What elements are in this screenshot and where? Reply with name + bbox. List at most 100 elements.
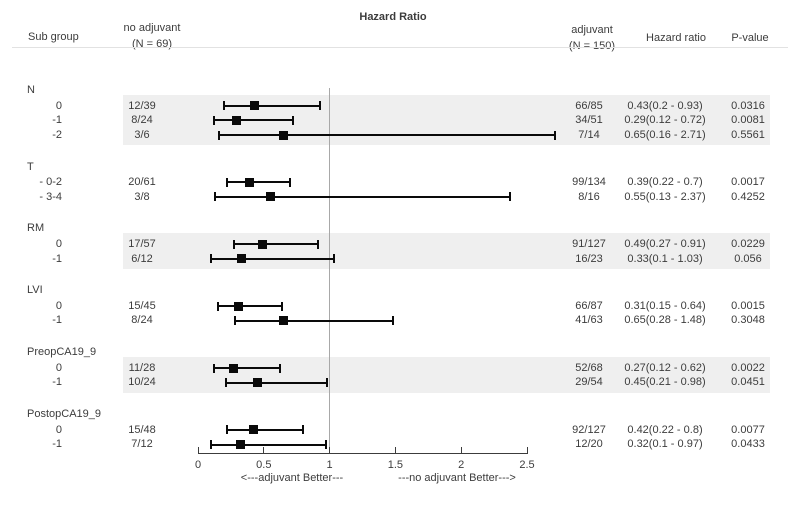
ci-cap-high bbox=[332, 254, 335, 264]
x-axis-line bbox=[197, 453, 528, 454]
ci-cap-high bbox=[319, 101, 322, 111]
group-label: N bbox=[27, 84, 35, 96]
subgroup-label: -1 bbox=[52, 252, 62, 265]
ci-cap-high bbox=[324, 440, 327, 449]
ci-cap-low bbox=[214, 192, 217, 202]
ci-cap-high bbox=[302, 425, 305, 435]
x-axis-tick-label: 1 bbox=[326, 459, 333, 471]
ci-cap-high bbox=[281, 301, 284, 311]
x-axis-tick bbox=[263, 447, 265, 453]
adjuvant-count: 52/68 bbox=[575, 361, 603, 374]
ci-cap-low bbox=[223, 101, 226, 111]
no-adjuvant-count: 11/28 bbox=[128, 361, 156, 374]
subgroup-label: -1 bbox=[52, 438, 62, 451]
group-shaded-band bbox=[123, 232, 770, 270]
chart-title: Hazard Ratio bbox=[359, 11, 427, 23]
ci-cap-high bbox=[508, 192, 511, 202]
hr-marker bbox=[248, 425, 258, 435]
ci-cap-low bbox=[218, 130, 221, 140]
adjuvant-count: 41/63 bbox=[575, 314, 603, 327]
ci-cap-high bbox=[391, 316, 394, 326]
hazard-ratio-text: 0.33(0.1 - 1.03) bbox=[627, 252, 703, 265]
hazard-ratio-text: 0.65(0.28 - 1.48) bbox=[624, 314, 706, 327]
no-adjuvant-count: 6/12 bbox=[131, 252, 153, 265]
no-adjuvant-count: 20/61 bbox=[128, 176, 156, 188]
adjuvant-count: 34/51 bbox=[575, 114, 603, 127]
p-value-text: 0.4252 bbox=[731, 190, 765, 203]
group-shaded-band bbox=[123, 356, 770, 393]
axis-direction-label-right: ---no adjuvant Better---> bbox=[398, 472, 516, 484]
p-value-text: 0.0015 bbox=[731, 299, 765, 312]
subgroup-label: -1 bbox=[52, 314, 62, 327]
axis-direction-label-left: <---adjuvant Better--- bbox=[240, 472, 344, 484]
ci-line bbox=[211, 443, 326, 446]
ci-line bbox=[213, 367, 280, 369]
ci-cap-low bbox=[210, 254, 213, 264]
x-axis-tick bbox=[526, 447, 528, 453]
p-value-text: 0.3048 bbox=[731, 314, 765, 327]
adjuvant-count: 16/23 bbox=[575, 252, 603, 265]
ci-line bbox=[225, 381, 327, 384]
ci-cap-low bbox=[224, 378, 227, 388]
ci-cap-low bbox=[232, 239, 235, 249]
hr-marker bbox=[279, 316, 289, 326]
p-value-text: 0.056 bbox=[734, 252, 762, 265]
hazard-ratio-text: 0.65(0.16 - 2.71) bbox=[624, 128, 706, 141]
adjuvant-count: 7/14 bbox=[578, 128, 600, 141]
hr-marker bbox=[244, 177, 254, 187]
ci-cap-low bbox=[212, 363, 215, 373]
x-axis-tick bbox=[329, 447, 331, 453]
group-label: RM bbox=[27, 222, 45, 235]
p-value-text: 0.0017 bbox=[731, 176, 765, 188]
subgroup-label: 0 bbox=[55, 299, 62, 312]
x-axis-tick-label: 0 bbox=[194, 459, 202, 471]
hazard-ratio-text: 0.31(0.15 - 0.64) bbox=[624, 299, 706, 312]
column-header-adjuvant-n: (N = 150) bbox=[568, 40, 616, 52]
ci-cap-high bbox=[289, 177, 292, 187]
subgroup-label: 0 bbox=[55, 361, 62, 374]
x-axis-tick-label: 2.5 bbox=[519, 459, 535, 471]
no-adjuvant-count: 17/57 bbox=[128, 237, 156, 250]
ci-line bbox=[215, 195, 510, 198]
no-adjuvant-count: 12/39 bbox=[128, 99, 156, 112]
ci-line bbox=[226, 428, 304, 431]
adjuvant-count: 8/16 bbox=[578, 190, 600, 203]
no-adjuvant-count: 3/8 bbox=[134, 190, 150, 203]
no-adjuvant-count: 15/45 bbox=[128, 299, 156, 312]
group-label: T bbox=[27, 160, 34, 173]
adjuvant-count: 99/134 bbox=[572, 176, 606, 188]
p-value-text: 0.0077 bbox=[731, 423, 765, 436]
hazard-ratio-text: 0.27(0.12 - 0.62) bbox=[624, 361, 706, 374]
ci-cap-high bbox=[553, 130, 556, 140]
hr-marker bbox=[235, 440, 245, 449]
hazard-ratio-text: 0.55(0.13 - 2.37) bbox=[624, 190, 706, 203]
hazard-ratio-text: 0.32(0.1 - 0.97) bbox=[627, 438, 703, 451]
group-label: LVI bbox=[27, 284, 43, 297]
ci-cap-low bbox=[225, 425, 228, 435]
p-value-text: 0.0081 bbox=[731, 114, 765, 127]
hazard-ratio-text: 0.42(0.22 - 0.8) bbox=[627, 423, 703, 436]
ci-cap-high bbox=[291, 115, 294, 125]
ci-line bbox=[234, 319, 393, 322]
adjuvant-count: 66/85 bbox=[575, 99, 603, 112]
ci-line bbox=[226, 181, 291, 184]
column-header-hazard-ratio: Hazard ratio bbox=[646, 32, 706, 44]
adjuvant-count: 12/20 bbox=[575, 438, 603, 451]
column-header-no-adjuvant: no adjuvant bbox=[123, 22, 181, 34]
adjuvant-count: 29/54 bbox=[575, 376, 603, 389]
no-adjuvant-count: 8/24 bbox=[131, 114, 153, 127]
ci-cap-high bbox=[278, 363, 281, 373]
ci-line bbox=[211, 257, 334, 260]
ci-line bbox=[224, 104, 321, 107]
x-axis-tick-label: 2 bbox=[458, 459, 465, 471]
ci-cap-low bbox=[225, 177, 228, 187]
p-value-text: 0.5561 bbox=[731, 128, 765, 141]
group-label: PreopCA19_9 bbox=[27, 346, 97, 359]
x-axis-tick bbox=[197, 447, 199, 453]
adjuvant-count: 92/127 bbox=[572, 423, 606, 436]
ci-cap-low bbox=[216, 301, 219, 311]
